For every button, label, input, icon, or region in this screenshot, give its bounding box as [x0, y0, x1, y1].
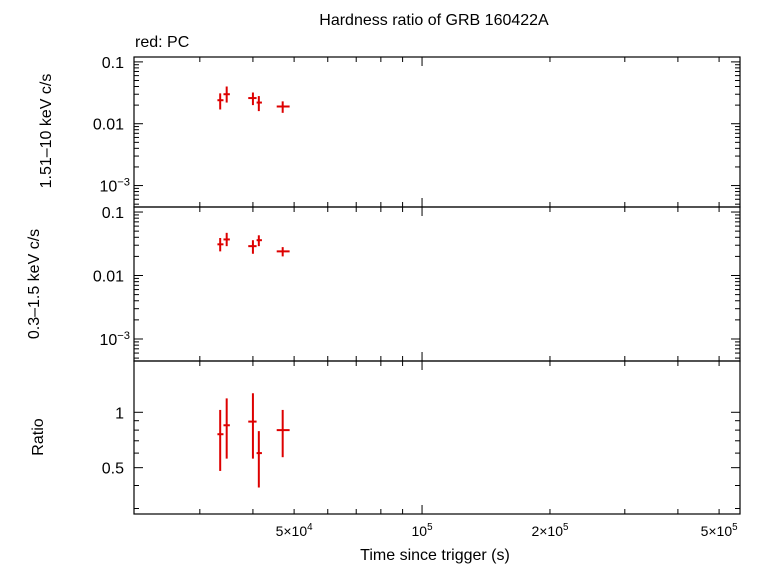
y-tick-label: 10−3 — [99, 177, 130, 196]
panel-hard: 0.1 0.01 10−3 1.51–10 keV c/s — [38, 55, 741, 208]
data-point-ratio-4 — [256, 431, 262, 488]
data-point-ratio-2 — [223, 398, 230, 459]
data-point-soft-1 — [217, 237, 224, 252]
y-tick-label: 0.1 — [102, 205, 124, 222]
data-point-soft-3 — [248, 240, 257, 254]
data-point-hard-1 — [217, 93, 224, 110]
y-tick-label: 0.1 — [102, 55, 124, 72]
y-axis-label-ratio: Ratio — [30, 418, 47, 455]
x-tick-label: 105 — [412, 522, 434, 539]
data-point-ratio-1 — [217, 409, 224, 471]
data-point-ratio-5 — [276, 409, 290, 458]
panel-soft: 0.1 0.01 10−3 0.3–1.5 keV c/s — [26, 205, 741, 362]
x-tick-label: 5×104 — [276, 522, 314, 539]
y-tick-label: 0.5 — [102, 461, 124, 478]
x-tick-labels: 5×104 105 2×105 5×105 — [276, 522, 739, 539]
panel-frame — [133, 206, 741, 362]
data-point-hard-3 — [248, 92, 257, 106]
x-axis-label: Time since trigger (s) — [360, 547, 510, 564]
y-tick-label: 1 — [115, 405, 124, 422]
panel-frame — [133, 56, 741, 208]
y-tick-label: 0.01 — [93, 269, 124, 286]
legend-label: red: PC — [135, 34, 189, 51]
y-tick-label: 0.01 — [93, 117, 124, 134]
x-tick-label: 5×105 — [701, 522, 739, 539]
data-point-hard-5 — [276, 101, 290, 113]
y-tick-label: 10−3 — [99, 330, 130, 349]
panel-frame — [133, 360, 741, 515]
y-axis-label-soft: 0.3–1.5 keV c/s — [26, 229, 43, 339]
panel-ratio: 1 0.5 Ratio — [30, 360, 741, 515]
data-point-soft-5 — [276, 247, 290, 257]
data-point-ratio-3 — [248, 393, 257, 459]
data-point-hard-4 — [256, 96, 262, 112]
data-point-soft-2 — [223, 232, 230, 247]
chart-title: Hardness ratio of GRB 160422A — [319, 12, 549, 29]
y-axis-label-hard: 1.51–10 keV c/s — [38, 74, 55, 189]
x-tick-label: 2×105 — [531, 522, 569, 539]
data-point-hard-2 — [223, 86, 230, 103]
data-point-soft-4 — [256, 235, 262, 247]
